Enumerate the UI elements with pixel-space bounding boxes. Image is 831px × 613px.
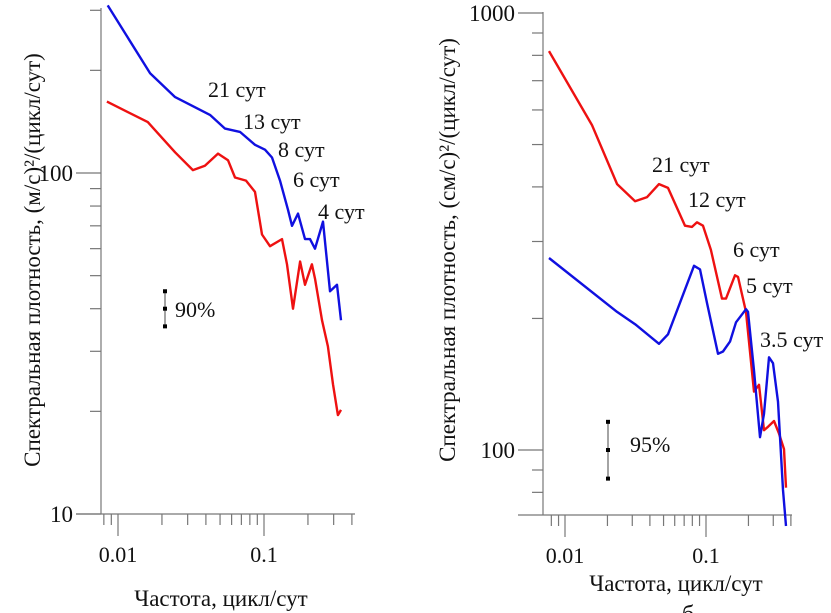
y-tick-label: 1000 (469, 1, 515, 26)
period-annotation: 5 сут (746, 273, 793, 298)
period-annotation: 6 сут (293, 167, 340, 192)
confidence-label: 90% (175, 297, 215, 322)
confidence-label: 95% (630, 432, 670, 457)
confidence-interval-marker (606, 419, 610, 424)
x-tick-label: 0.01 (99, 542, 138, 567)
confidence-interval-marker (606, 448, 610, 452)
y-tick-label: 100 (481, 438, 516, 463)
confidence-interval-marker (163, 289, 167, 294)
x-axis-label: Частота, цикл/сут (589, 571, 762, 596)
period-annotation: 21 сут (652, 152, 710, 177)
x-tick-label: 0.01 (546, 543, 585, 568)
red-series-line (106, 100, 343, 417)
x-tick-label: 0.1 (250, 542, 278, 567)
blue-series-line (548, 257, 788, 527)
y-axis-label: Спектральная плотность, (м/с)²/(цикл/сут… (20, 53, 45, 467)
period-annotation: 8 сут (278, 137, 325, 162)
confidence-interval-marker (163, 324, 167, 329)
period-annotation: 3.5 сут (760, 327, 823, 352)
period-annotation: 12 сут (688, 187, 746, 212)
red-series-line (547, 50, 788, 488)
period-annotation: 21 сут (208, 77, 266, 102)
panel-letter: б (682, 602, 694, 613)
y-tick-label: 100 (39, 161, 74, 186)
confidence-interval-marker (163, 306, 167, 311)
blue-series-line (106, 4, 343, 321)
y-axis-label: Спектральная плотность, (см/с)²/(цикл/су… (435, 38, 460, 462)
confidence-interval-marker (606, 476, 610, 481)
period-annotation: 6 сут (733, 237, 780, 262)
period-annotation: 13 сут (243, 109, 301, 134)
y-tick-label: 10 (50, 502, 73, 527)
x-tick-label: 0.1 (692, 543, 720, 568)
x-axis-label: Частота, цикл/сут (134, 586, 307, 611)
period-annotation: 4 сут (318, 199, 365, 224)
